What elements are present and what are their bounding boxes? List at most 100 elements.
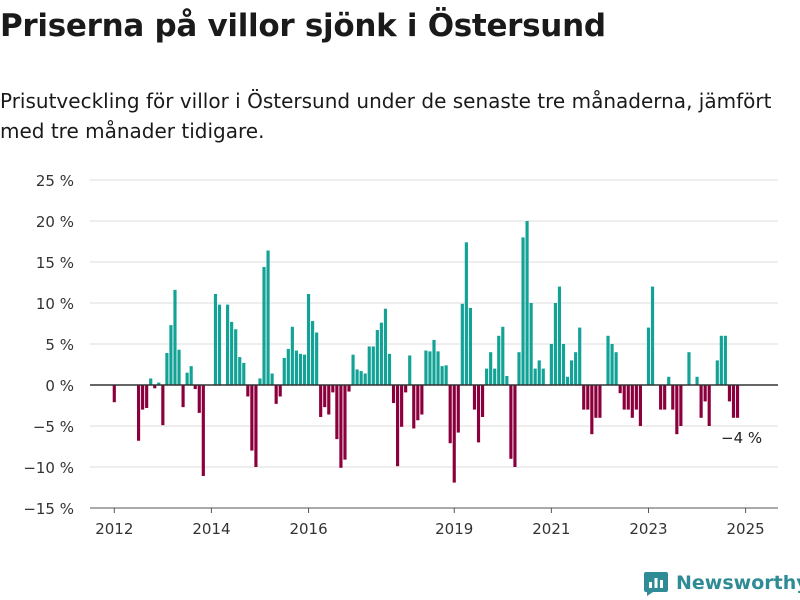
bar[interactable] (136, 385, 141, 441)
bar[interactable] (311, 321, 315, 385)
bar[interactable] (266, 250, 270, 385)
bar[interactable] (274, 385, 278, 404)
bar[interactable] (719, 335, 723, 385)
bar[interactable] (541, 368, 545, 385)
bar[interactable] (213, 293, 218, 385)
bar[interactable] (375, 330, 379, 385)
bar[interactable] (367, 346, 371, 385)
bar[interactable] (306, 293, 311, 385)
bar[interactable] (517, 352, 521, 385)
bar[interactable] (525, 221, 529, 385)
bar[interactable] (529, 303, 533, 385)
bar[interactable] (610, 344, 614, 385)
bar[interactable] (185, 372, 189, 385)
bar[interactable] (533, 368, 537, 385)
bar[interactable] (638, 385, 642, 426)
bar[interactable] (173, 289, 177, 385)
bar[interactable] (436, 351, 440, 385)
bar[interactable] (460, 303, 464, 385)
bar[interactable] (420, 385, 424, 415)
bar[interactable] (246, 385, 250, 397)
bar[interactable] (331, 385, 335, 393)
bar[interactable] (217, 304, 222, 385)
bar[interactable] (250, 385, 254, 451)
bar[interactable] (327, 385, 331, 415)
bar[interactable] (149, 378, 153, 385)
bar[interactable] (189, 366, 193, 385)
bar[interactable] (432, 339, 436, 385)
bar[interactable] (145, 385, 149, 408)
bar[interactable] (663, 385, 667, 410)
bar[interactable] (343, 385, 347, 460)
bar[interactable] (383, 308, 388, 385)
bar[interactable] (391, 385, 396, 404)
bar[interactable] (270, 373, 274, 385)
bar[interactable] (448, 385, 452, 444)
bar[interactable] (464, 242, 468, 385)
bar[interactable] (735, 385, 740, 418)
bar[interactable] (622, 385, 626, 410)
bar[interactable] (570, 360, 574, 385)
bar[interactable] (695, 376, 699, 385)
bar[interactable] (416, 385, 420, 421)
bar[interactable] (161, 385, 165, 426)
bar[interactable] (363, 373, 367, 385)
bar[interactable] (565, 376, 570, 385)
bar[interactable] (618, 385, 622, 394)
bar[interactable] (472, 385, 477, 410)
bar[interactable] (323, 385, 327, 408)
bar[interactable] (404, 385, 408, 393)
bar[interactable] (561, 344, 566, 385)
bar[interactable] (262, 266, 266, 385)
bar[interactable] (707, 385, 711, 426)
bar[interactable] (671, 385, 675, 410)
bar[interactable] (614, 352, 618, 385)
bar[interactable] (290, 326, 294, 385)
bar[interactable] (226, 304, 230, 385)
bar[interactable] (675, 385, 679, 435)
bar[interactable] (456, 385, 460, 433)
bar[interactable] (723, 335, 727, 385)
bar[interactable] (379, 322, 383, 385)
bar[interactable] (501, 326, 505, 385)
bar[interactable] (396, 385, 400, 467)
bar[interactable] (387, 353, 392, 385)
bar[interactable] (440, 366, 444, 385)
bar[interactable] (480, 385, 485, 417)
bar[interactable] (400, 385, 404, 427)
bar[interactable] (679, 385, 683, 426)
brand-logo[interactable]: Newsworthy (643, 566, 800, 600)
bar[interactable] (359, 371, 363, 385)
bar[interactable] (646, 327, 651, 385)
bar[interactable] (586, 385, 590, 410)
bar[interactable] (731, 385, 736, 418)
bar[interactable] (727, 385, 732, 402)
bar[interactable] (181, 385, 185, 408)
bar[interactable] (193, 385, 197, 390)
bar[interactable] (497, 335, 501, 385)
bar[interactable] (234, 329, 238, 385)
bar[interactable] (335, 385, 339, 440)
bar[interactable] (703, 385, 707, 402)
bar[interactable] (594, 385, 598, 418)
bar[interactable] (505, 375, 509, 385)
bar[interactable] (412, 385, 416, 429)
bar[interactable] (452, 385, 456, 483)
bar[interactable] (371, 346, 375, 385)
bar[interactable] (351, 354, 355, 385)
bar[interactable] (169, 325, 173, 385)
bar[interactable] (315, 332, 319, 385)
bar[interactable] (238, 357, 242, 385)
bar[interactable] (489, 352, 493, 385)
bar[interactable] (298, 353, 303, 385)
bar[interactable] (626, 385, 630, 410)
bar[interactable] (278, 385, 282, 397)
bar[interactable] (355, 369, 359, 385)
bar[interactable] (578, 327, 582, 385)
bar[interactable] (493, 368, 497, 385)
bar[interactable] (424, 350, 428, 385)
bar[interactable] (302, 354, 307, 385)
bar[interactable] (521, 237, 525, 385)
bar[interactable] (630, 385, 634, 418)
bar[interactable] (428, 351, 432, 385)
